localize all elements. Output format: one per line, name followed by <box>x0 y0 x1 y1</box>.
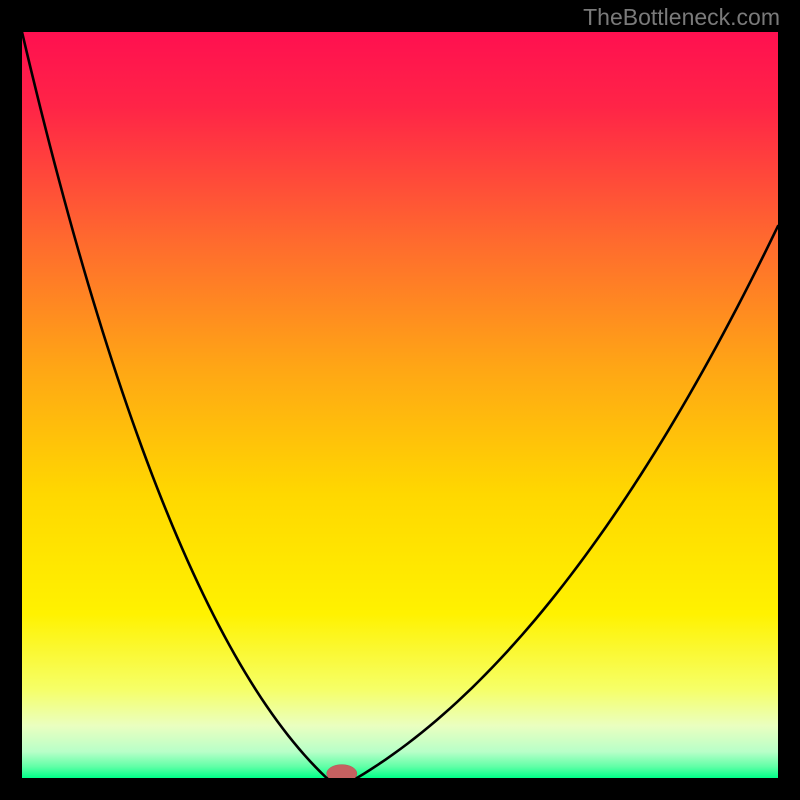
chart-plot-area <box>22 32 778 778</box>
gradient-background <box>22 32 778 778</box>
watermark-text: TheBottleneck.com <box>583 4 780 31</box>
chart-svg <box>22 32 778 778</box>
